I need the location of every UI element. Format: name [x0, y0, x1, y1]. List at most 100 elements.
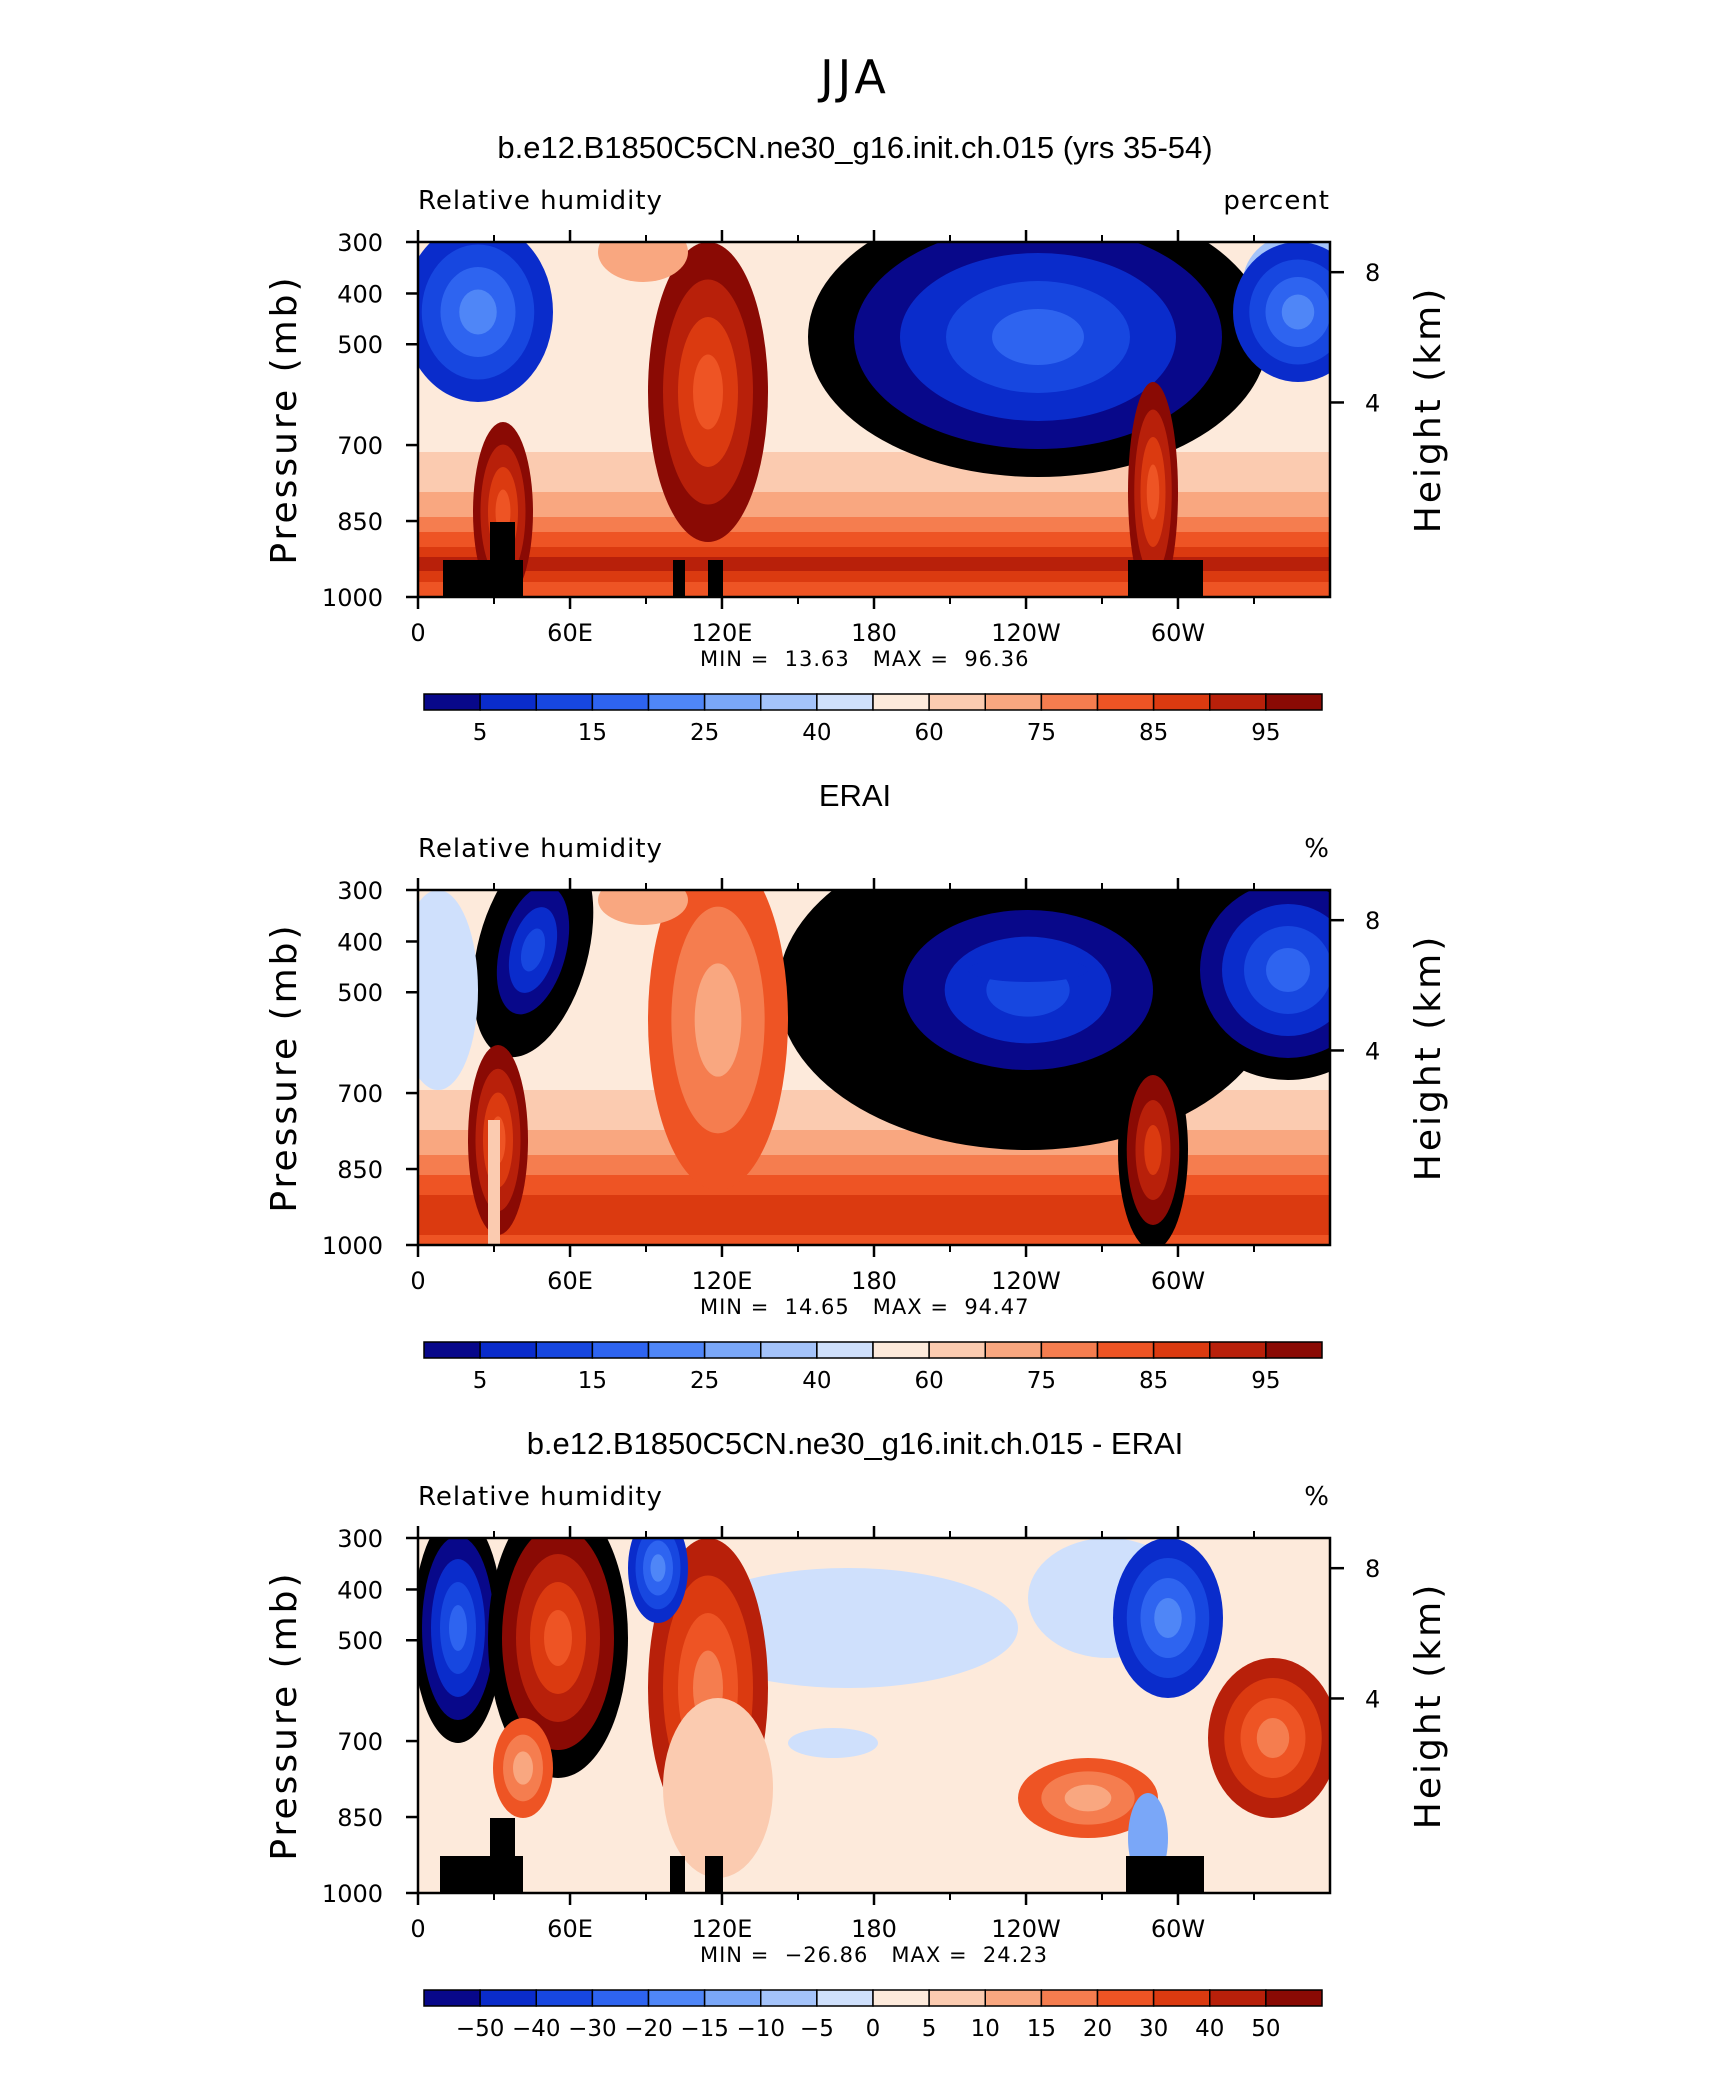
colorbar-swatch	[816, 1341, 874, 1359]
colorbar-swatch	[1096, 1341, 1155, 1359]
colorbar-swatch	[1152, 1989, 1211, 2007]
colorbar-swatch	[479, 693, 537, 711]
y-tick-label: 300	[337, 877, 383, 905]
y-tick-label: 300	[337, 229, 383, 257]
y-tick-label: 400	[337, 928, 383, 956]
x-tick-label: 120E	[691, 1267, 752, 1295]
contour-field	[418, 1538, 1330, 1893]
x-tick-label: 120E	[691, 1915, 752, 1943]
y-tick-label: 1000	[322, 1232, 383, 1260]
colorbar-label: −15	[680, 2016, 729, 2042]
x-tick-label: 60W	[1151, 1267, 1205, 1295]
min-label: MIN =	[700, 1943, 785, 1967]
colorbar-label: 25	[690, 720, 719, 746]
colorbar-swatch	[1209, 1989, 1267, 2007]
x-tick-label: 60E	[547, 619, 593, 647]
min-value: 13.63	[784, 647, 850, 671]
colorbar-swatch	[928, 693, 986, 711]
colorbar-swatch	[760, 693, 818, 711]
y-right-tick-label: 4	[1365, 1685, 1380, 1713]
figure-title: JJA	[820, 50, 890, 104]
colorbar-label: 95	[1251, 1368, 1280, 1394]
max-value: 94.47	[964, 1295, 1030, 1319]
contour-field	[418, 242, 1330, 597]
colorbar-swatch	[647, 1989, 706, 2007]
y-tick-label: 1000	[322, 584, 383, 612]
colorbar-swatch	[591, 1989, 650, 2007]
y-tick-label: 500	[337, 331, 383, 359]
colorbar-label: −30	[568, 2016, 617, 2042]
colorbar-label: 95	[1251, 720, 1280, 746]
x-tick-label: 120W	[991, 619, 1061, 647]
colorbar-label: 0	[866, 2016, 881, 2042]
units-label: %	[1304, 1482, 1330, 1512]
colorbar-swatch	[423, 1989, 481, 2007]
colorbar-label: −40	[512, 2016, 561, 2042]
colorbar: 5 15 25 40 60 75 85 95	[423, 693, 1323, 746]
colorbar-swatch	[591, 1341, 650, 1359]
colorbar-swatch	[1040, 1341, 1099, 1359]
colorbar-label: 60	[914, 720, 943, 746]
x-tick-label: 60E	[547, 1915, 593, 1943]
colorbar-swatch	[535, 693, 594, 711]
units-label: %	[1304, 834, 1330, 864]
colorbar-swatch	[1209, 693, 1267, 711]
y-tick-label: 850	[337, 1804, 383, 1832]
colorbar-swatch	[1096, 693, 1155, 711]
x-tick-label: 0	[410, 1267, 425, 1295]
colorbar-swatch	[703, 1989, 762, 2007]
y-right-tick-label: 4	[1365, 1037, 1380, 1065]
y-tick-label: 500	[337, 979, 383, 1007]
min-value: 14.65	[784, 1295, 850, 1319]
colorbar-swatch	[984, 1341, 1043, 1359]
colorbar-label: −50	[456, 2016, 505, 2042]
colorbar-swatch	[872, 693, 930, 711]
panel-title: b.e12.B1850C5CN.ne30_g16.init.ch.015 (yr…	[497, 130, 1213, 165]
colorbar-label: 60	[914, 1368, 943, 1394]
y-tick-label: 500	[337, 1627, 383, 1655]
colorbar-swatch	[1096, 1989, 1155, 2007]
colorbar-swatch	[1152, 693, 1211, 711]
colorbar-swatch	[816, 693, 874, 711]
colorbar-label: −20	[624, 2016, 673, 2042]
x-tick-label: 0	[410, 619, 425, 647]
y-tick-label: 300	[337, 1525, 383, 1553]
min-max-readout: MIN = −26.86 MAX = 24.23	[700, 1943, 1048, 1967]
colorbar-swatch	[984, 1989, 1043, 2007]
colorbar-swatch	[1265, 1341, 1323, 1359]
colorbar-swatch	[984, 693, 1043, 711]
x-tick-label: 180	[851, 1915, 897, 1943]
x-tick-label: 120W	[991, 1267, 1061, 1295]
colorbar-swatch	[1040, 1989, 1099, 2007]
min-label: MIN =	[700, 647, 785, 671]
colorbar-swatch	[647, 1341, 706, 1359]
y-tick-label: 700	[337, 1728, 383, 1756]
colorbar-swatch	[760, 1989, 818, 2007]
colorbar-swatch	[535, 1341, 594, 1359]
colorbar-label: −5	[800, 2016, 834, 2042]
colorbar-swatch	[1152, 1341, 1211, 1359]
x-tick-label: 0	[410, 1915, 425, 1943]
y-right-tick-label: 4	[1365, 389, 1380, 417]
min-max-readout: MIN = 14.65 MAX = 94.47	[700, 1295, 1029, 1319]
colorbar-swatch	[703, 693, 762, 711]
min-value: −26.86	[784, 1943, 869, 1967]
colorbar-swatch	[1265, 693, 1323, 711]
colorbar-swatch	[479, 1341, 537, 1359]
colorbar-label: 85	[1139, 720, 1168, 746]
contour-field	[418, 890, 1330, 1245]
y-tick-label: 850	[337, 508, 383, 536]
colorbar-label: 30	[1139, 2016, 1168, 2042]
colorbar-swatch	[760, 1341, 818, 1359]
field-label: Relative humidity	[418, 1482, 663, 1512]
y-right-axis-title: Height (km)	[1408, 286, 1449, 533]
x-tick-label: 180	[851, 619, 897, 647]
colorbar-label: 15	[1027, 2016, 1056, 2042]
colorbar-swatch	[872, 1341, 930, 1359]
y-right-axis-title: Height (km)	[1408, 1582, 1449, 1829]
field-label: Relative humidity	[418, 186, 663, 216]
y-tick-label: 850	[337, 1156, 383, 1184]
colorbar-label: 50	[1251, 2016, 1280, 2042]
colorbar-swatch	[872, 1989, 930, 2007]
